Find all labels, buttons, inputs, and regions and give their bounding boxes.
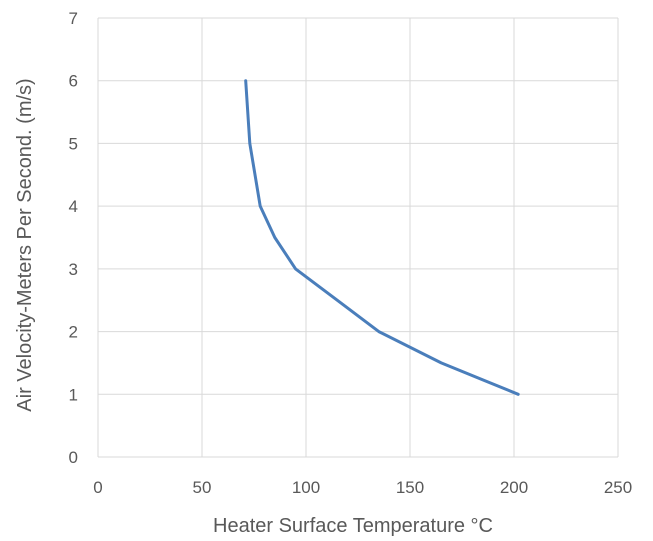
y-tick-label: 6 (69, 72, 78, 91)
x-tick-label: 200 (500, 478, 528, 497)
y-tick-label: 2 (69, 323, 78, 342)
x-tick-label: 50 (193, 478, 212, 497)
x-tick-label: 0 (93, 478, 102, 497)
y-tick-label: 3 (69, 260, 78, 279)
grid (97, 17, 619, 458)
y-tick-label: 5 (69, 134, 78, 153)
series-layer (244, 79, 520, 396)
y-tick-label: 0 (69, 448, 78, 467)
y-tick-label: 1 (69, 385, 78, 404)
x-tick-label: 250 (604, 478, 632, 497)
x-axis-title: Heater Surface Temperature °C (213, 515, 493, 537)
tick-labels: 0 50 100 150 200 250 0 1 2 3 4 5 6 7 (69, 9, 633, 497)
x-tick-label: 150 (396, 478, 424, 497)
y-tick-label: 4 (69, 197, 78, 216)
series-line (244, 79, 520, 396)
y-axis-title: Air Velocity-Meters Per Second. (m/s) (14, 78, 36, 411)
y-tick-label: 7 (69, 9, 78, 28)
x-tick-label: 100 (292, 478, 320, 497)
